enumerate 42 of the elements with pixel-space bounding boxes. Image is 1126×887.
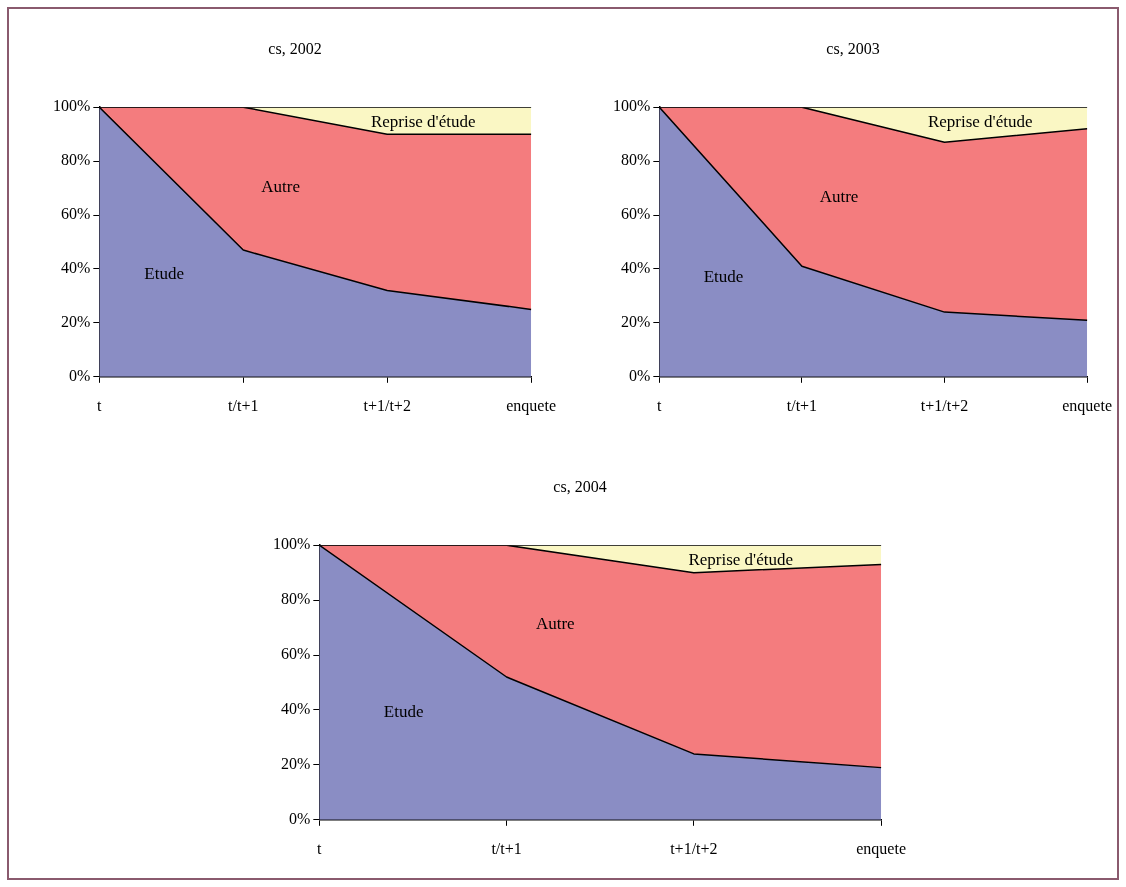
chart-title: cs, 2004 [553,477,607,495]
x-tick-label: t+1/t+2 [920,396,969,414]
x-tick-label: t [97,396,103,414]
y-tick-label: 20% [61,313,91,331]
chart-title: cs, 2002 [268,39,322,57]
y-tick-label: 100% [53,97,91,115]
x-tick-label: t/t+1 [786,396,818,414]
y-tick-label: 80% [621,151,651,169]
y-tick-label: 60% [61,205,91,223]
y-tick-label: 40% [281,700,311,718]
series-label: Etude [144,263,184,283]
y-tick-label: 40% [61,259,91,277]
series-label: Reprise d'étude [370,112,476,132]
x-tick-label: t/t+1 [491,839,522,857]
y-tick-label: 100% [613,97,651,115]
y-tick-label: 0% [289,810,311,827]
chart-title: cs, 2003 [826,39,880,57]
y-tick-label: 80% [281,590,311,608]
x-tick-label: t/t+1 [228,396,259,414]
x-tick-label: enquete [856,839,906,858]
y-tick-label: 0% [69,367,91,384]
series-label: Autre [819,186,859,206]
y-tick-label: 80% [61,151,91,169]
series-label: Etude [383,701,424,721]
series-label: Autre [535,614,575,634]
x-tick-label: t [317,839,323,857]
series-label: Reprise d'étude [927,112,1033,132]
x-tick-label: enquete [506,396,556,415]
series-label: Reprise d'étude [688,550,793,570]
y-tick-label: 20% [621,313,651,331]
x-tick-label: enquete [1062,396,1112,415]
y-tick-label: 0% [629,367,651,384]
y-tick-label: 20% [281,755,311,773]
x-tick-label: t [657,396,663,414]
series-label: Etude [703,267,744,287]
y-tick-label: 40% [621,259,651,277]
x-tick-label: t+1/t+2 [363,396,411,414]
y-tick-label: 60% [621,205,651,223]
x-tick-label: t+1/t+2 [670,839,718,857]
series-label: Autre [261,176,301,196]
y-tick-label: 60% [281,645,311,663]
y-tick-label: 100% [273,535,311,553]
